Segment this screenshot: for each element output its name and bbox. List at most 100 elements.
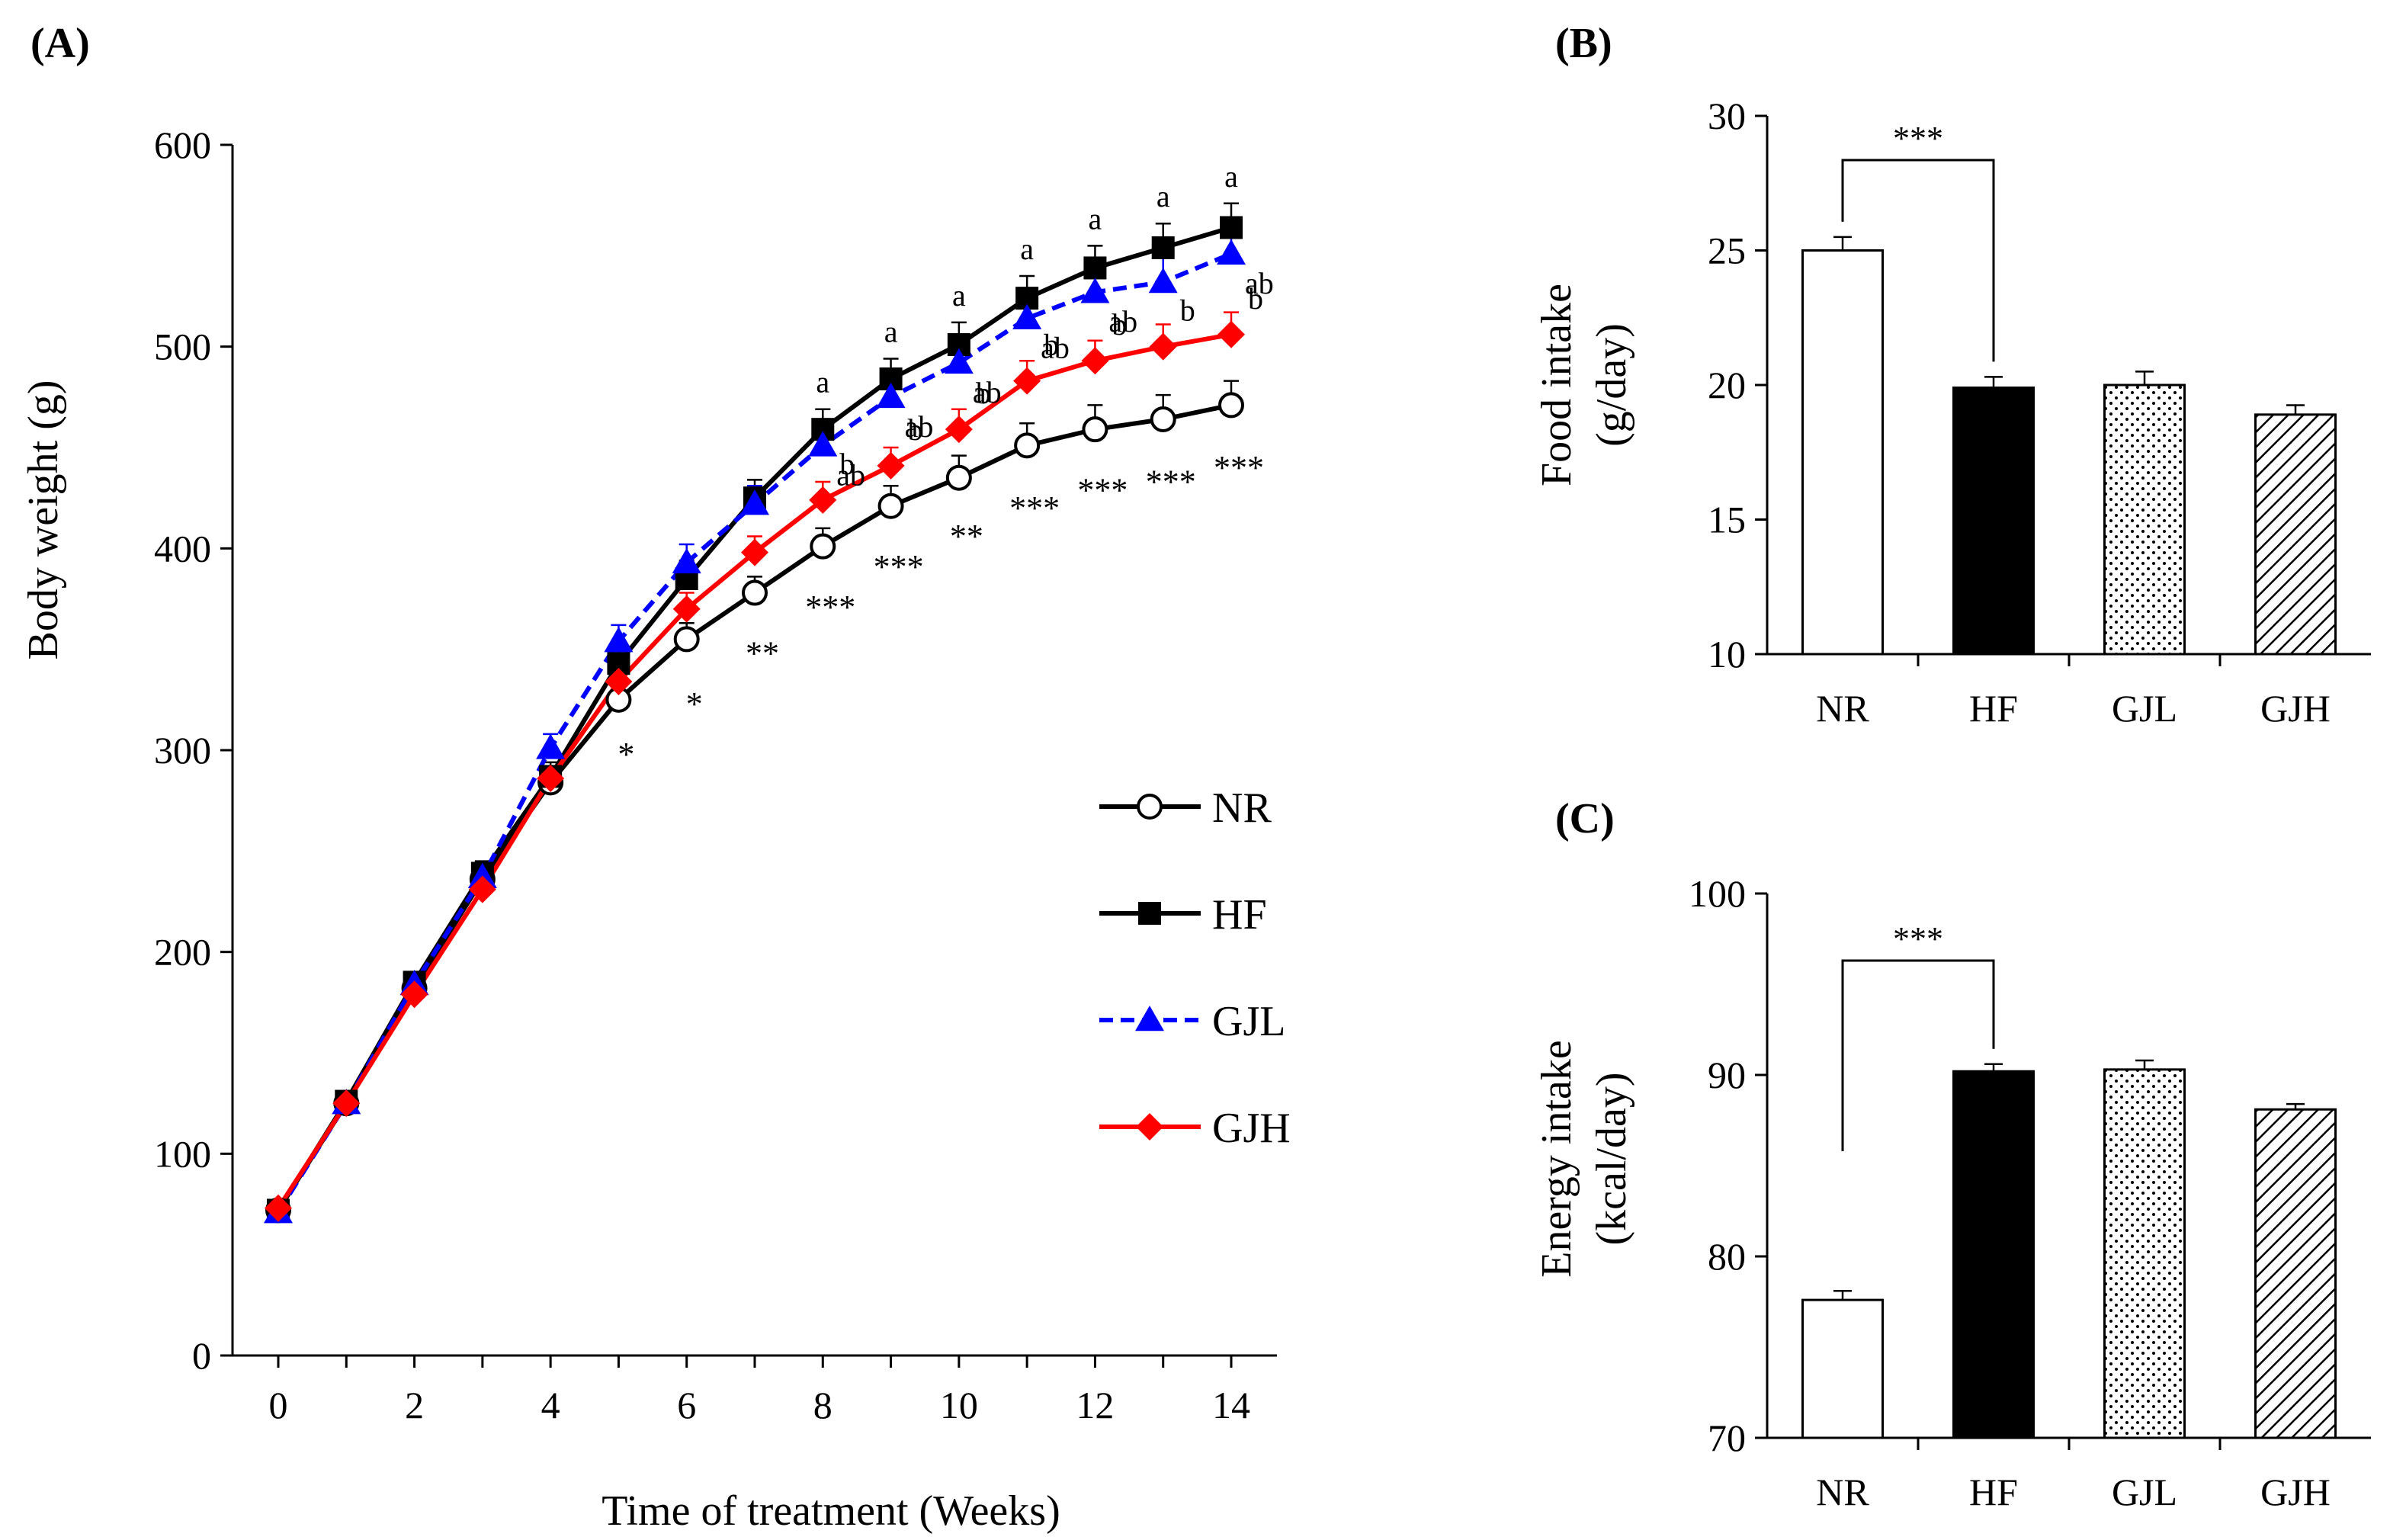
a-x-tick-label-12: 12 <box>1076 1384 1114 1426</box>
series-line-nr <box>276 403 1232 1212</box>
panel-a-label: (A) <box>30 20 90 67</box>
c-x-tick-label-gjh: GJH <box>2260 1471 2331 1513</box>
sig-stars-12: *** <box>1077 471 1128 509</box>
sig-letter-hf-8: a <box>816 365 829 399</box>
series-line-gjh <box>276 332 1232 1210</box>
data-point-gjh-1 <box>332 1089 361 1118</box>
sig-stars-14: *** <box>1214 449 1264 486</box>
c-bar-hf <box>1952 1070 2035 1439</box>
data-point-nr-11 <box>1014 432 1041 459</box>
series-line-hf <box>276 225 1232 1212</box>
sig-letter-gjh-9: b <box>908 412 923 447</box>
sig-letter-hf-10: a <box>952 278 966 313</box>
data-point-nr-8 <box>810 533 836 560</box>
b-y-tick-label-10: 10 <box>1708 633 1746 675</box>
c-y-axis-title-line1: Energy intake <box>1533 1040 1580 1278</box>
legend-marker-gjl <box>1135 1006 1164 1031</box>
a-y-tick-label-200: 200 <box>154 931 211 974</box>
data-point-hf-13 <box>1151 236 1175 259</box>
legend-item-gjh: GJH <box>1099 1105 1291 1152</box>
b-y-axis-title-line1: Food intake <box>1533 284 1580 486</box>
data-point-gjl-10 <box>944 348 974 374</box>
data-point-gjh-2 <box>400 980 428 1009</box>
data-point-hf-12 <box>1083 256 1107 280</box>
a-x-tick-label-2: 2 <box>405 1384 424 1426</box>
sig-stars-9: *** <box>874 548 924 586</box>
a-y-tick-label-600: 600 <box>154 124 211 166</box>
legend-label-hf: HF <box>1212 891 1267 938</box>
c-y-tick-label-70: 70 <box>1708 1416 1746 1459</box>
panel-a-line-chart: (A) Body weight (g) Time of treatment (W… <box>20 20 1291 1535</box>
a-x-axis-title: Time of treatment (Weeks) <box>602 1487 1060 1535</box>
data-point-gjh-10 <box>945 415 973 444</box>
b-x-tick-label-hf: HF <box>1969 687 2018 730</box>
c-significance-bracket <box>1841 959 1995 1151</box>
sig-letter-hf-12: a <box>1089 201 1102 236</box>
data-point-gjl-4 <box>536 733 566 759</box>
b-x-tick-label-gjl: GJL <box>2112 687 2177 730</box>
a-axes: 0 100 200 300 400 500 600 0 2 4 6 8 10 12 14 <box>154 124 1277 1426</box>
sig-stars-10: ** <box>950 518 983 555</box>
data-point-nr-6 <box>673 626 700 653</box>
data-point-gjl-3 <box>467 862 497 888</box>
sig-letter-gjl-12: ab <box>1108 304 1137 338</box>
data-point-gjh-7 <box>741 538 768 566</box>
data-point-gjh-12 <box>1081 347 1109 375</box>
data-point-gjl-11 <box>1012 303 1042 329</box>
panel-b-bar-chart: (B) Food intake (g/day) 10 15 20 25 30 NR HF GJ… <box>1533 20 2371 730</box>
b-x-tick-label-gjh: GJH <box>2260 687 2331 730</box>
c-y-axis-title-line2: (kcal/day) <box>1588 1073 1635 1246</box>
b-bar-gjl <box>2103 383 2186 656</box>
data-point-gjh-11 <box>1013 367 1041 395</box>
b-significance-stars: *** <box>1893 120 1943 157</box>
b-x-tick-label-nr: NR <box>1816 687 1869 730</box>
c-bar-gjh <box>2254 1108 2337 1439</box>
data-point-gjh-9 <box>877 451 905 480</box>
data-point-nr-7 <box>742 579 768 606</box>
sig-stars-5: * <box>618 736 634 773</box>
b-y-axis-title-line2: (g/day) <box>1588 323 1635 447</box>
c-significance-stars: *** <box>1893 920 1943 958</box>
data-point-nr-9 <box>877 492 904 519</box>
legend-label-gjl: GJL <box>1212 998 1285 1045</box>
sig-letter-gjh-8: b <box>839 447 855 481</box>
b-bar-gjh <box>2254 413 2337 656</box>
data-point-gjl-6 <box>672 547 701 574</box>
data-point-nr-13 <box>1150 406 1176 432</box>
a-y-axis-title: Body weight (g) <box>20 380 67 659</box>
data-point-gjl-12 <box>1080 278 1110 303</box>
b-y-axis-title: Food intake (g/day) <box>1533 284 1635 486</box>
data-point-gjh-4 <box>537 765 565 793</box>
a-x-tick-label-14: 14 <box>1212 1384 1250 1426</box>
c-y-tick-label-80: 80 <box>1708 1235 1746 1278</box>
b-y-tick-label-20: 20 <box>1708 364 1746 406</box>
data-point-nr-10 <box>945 464 972 491</box>
sig-letter-gjh-12: b <box>1112 307 1127 342</box>
a-y-tick-label-300: 300 <box>154 729 211 772</box>
a-series <box>264 202 1246 1224</box>
sig-stars-6: * <box>686 685 703 723</box>
a-x-tick-label-8: 8 <box>813 1384 832 1426</box>
data-point-gjl-5 <box>604 627 634 653</box>
series-gjh <box>271 311 1239 1210</box>
b-bar-nr <box>1801 249 1884 656</box>
sig-stars-13: *** <box>1146 464 1196 501</box>
a-x-tick-label-6: 6 <box>677 1384 696 1426</box>
sig-stars-11: *** <box>1009 489 1060 527</box>
legend-label-gjh: GJH <box>1212 1105 1291 1152</box>
series-line-gjl <box>276 252 1233 1214</box>
panel-c-bar-chart: (C) Energy intake (kcal/day) 70 80 90 100 NR… <box>1533 795 2371 1513</box>
sig-stars-8: *** <box>805 589 855 626</box>
data-point-gjh-13 <box>1149 332 1177 361</box>
sig-letter-hf-13: a <box>1156 179 1170 213</box>
c-bar-nr <box>1801 1298 1884 1439</box>
sig-letter-gjh-11: b <box>1044 328 1059 362</box>
b-y-tick-label-30: 30 <box>1708 95 1746 137</box>
c-y-axis-title: Energy intake (kcal/day) <box>1533 1040 1635 1278</box>
data-point-gjl-13 <box>1148 267 1178 294</box>
data-point-gjh-8 <box>809 486 837 514</box>
sig-letter-gjh-14: b <box>1248 281 1263 316</box>
data-point-gjl-14 <box>1217 239 1246 265</box>
